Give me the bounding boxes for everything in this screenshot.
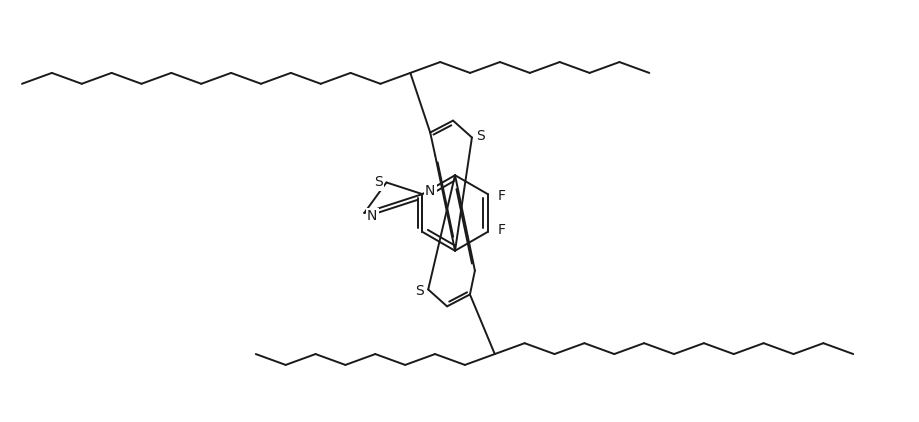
Text: N: N (425, 184, 435, 198)
Text: S: S (374, 176, 382, 189)
Text: S: S (414, 284, 423, 298)
Text: S: S (476, 129, 484, 143)
Text: F: F (497, 223, 505, 237)
Text: N: N (367, 209, 377, 223)
Text: F: F (497, 189, 505, 203)
